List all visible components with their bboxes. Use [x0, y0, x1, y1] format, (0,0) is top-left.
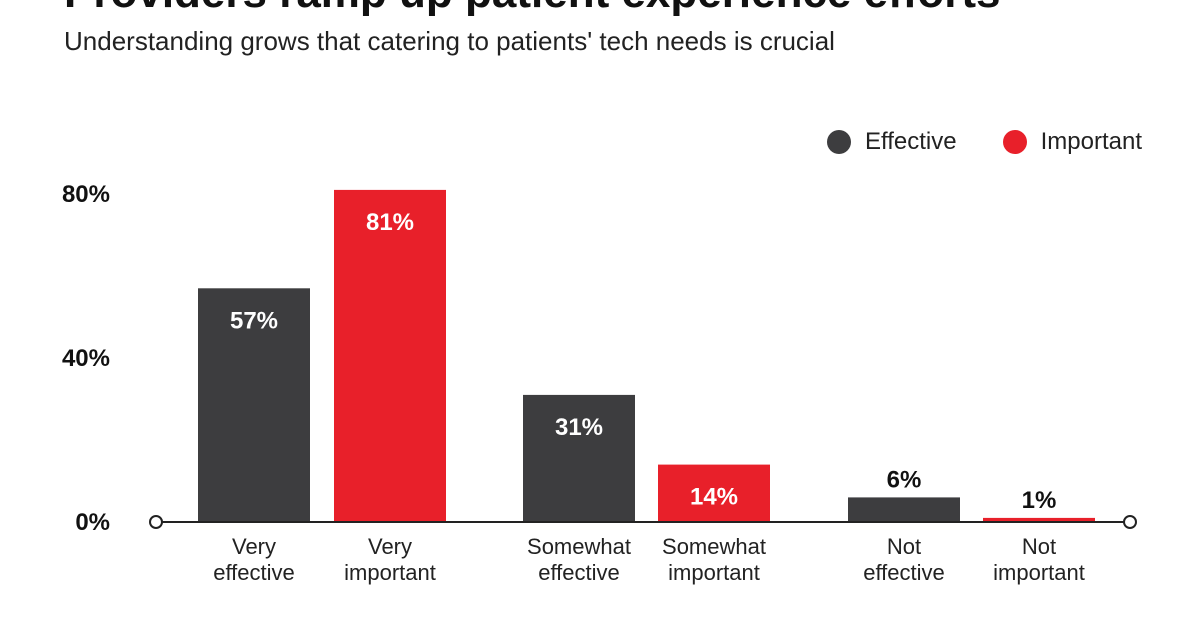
bar-very-effective [198, 288, 310, 522]
bar-value-label-very-important: 81% [366, 209, 414, 236]
bar-value-label-not-effective: 6% [887, 466, 922, 493]
bar-not-effective [848, 497, 960, 522]
x-tick-label-somewhat-effective-line-1: Somewhat [527, 534, 631, 559]
x-tick-label-somewhat-important-line-2: important [668, 560, 760, 585]
x-tick-label-very-effective-line-2: effective [213, 560, 295, 585]
x-tick-label-very-important-line-2: important [344, 560, 436, 585]
bar-somewhat-effective [523, 394, 635, 522]
y-tick-label-40: 40% [62, 345, 110, 372]
chart-subtitle: Understanding grows that catering to pat… [64, 26, 835, 56]
x-tick-label-very-important-line-1: Very [368, 534, 412, 559]
legend-swatch-important [1002, 130, 1027, 154]
legend-swatch-effective [827, 130, 851, 154]
bar-value-label-somewhat-effective: 31% [555, 414, 603, 441]
bar-value-label-very-effective: 57% [230, 307, 278, 334]
legend-label-effective: Effective [865, 128, 957, 155]
x-tick-label-not-effective-line-1: Not [887, 534, 921, 559]
chart-title: Providers ramp up patient experience eff… [64, 0, 1001, 19]
legend-item-effective: Effective [827, 128, 957, 156]
x-axis-left-endpoint [149, 515, 163, 529]
y-tick-label-80: 80% [62, 181, 110, 208]
bar-somewhat-important [658, 464, 770, 522]
legend: Effective Important [827, 128, 1142, 156]
bar-value-label-somewhat-important: 14% [690, 484, 738, 511]
x-axis-right-endpoint [1123, 515, 1137, 529]
x-tick-label-somewhat-important-line-1: Somewhat [662, 534, 766, 559]
x-tick-label-not-important-line-2: important [993, 560, 1085, 585]
bars [198, 189, 1095, 522]
legend-item-important: Important [1002, 128, 1142, 156]
bar-value-label-not-important: 1% [1022, 487, 1057, 514]
x-tick-label-not-effective-line-2: effective [863, 560, 945, 585]
x-tick-label-very-effective-line-1: Very [232, 534, 276, 559]
x-tick-label-not-important-line-1: Not [1022, 534, 1056, 559]
legend-label-important: Important [1040, 128, 1142, 155]
x-tick-label-somewhat-effective-line-2: effective [538, 560, 620, 585]
y-tick-label-0: 0% [75, 509, 110, 536]
bar-very-important [334, 189, 446, 522]
bar-not-important [983, 517, 1095, 522]
bar-value-labels: 57% 81% 31% 14% 6% 1% [230, 209, 1056, 514]
y-axis-ticks: 0% 40% 80% [62, 181, 110, 536]
x-axis-labels: VeryeffectiveVeryimportantSomewhateffect… [213, 534, 1085, 585]
